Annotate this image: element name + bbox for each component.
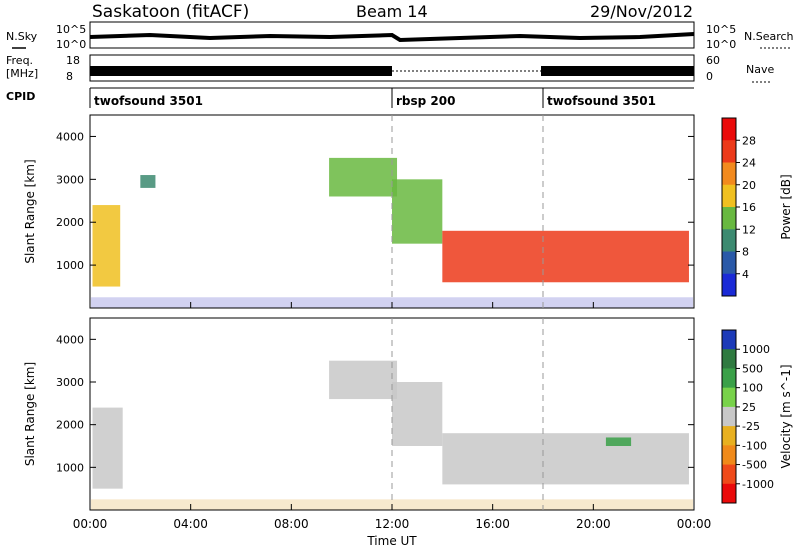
colorbar-swatch	[722, 229, 736, 252]
colorbar-tick-label: -1000	[742, 478, 774, 491]
x-tick-label: 00:00	[73, 517, 108, 531]
nsky-label: N.Sky	[6, 30, 38, 43]
freq-unit-label: [MHz]	[6, 67, 38, 80]
x-axis-label: Time UT	[366, 534, 417, 548]
colorbar-swatch	[722, 207, 736, 230]
scatter-feature	[92, 205, 121, 287]
velocity-panel: 1000 2000 3000 4000 Slant Range [km]	[23, 317, 695, 511]
nave-label: Nave	[746, 63, 774, 76]
colorbar-swatch	[722, 406, 736, 427]
scatter-feature	[92, 407, 123, 489]
nsky-tick-top: 10^5	[56, 23, 86, 36]
colorbar-swatch	[722, 330, 736, 350]
y-axis-label: Slant Range [km]	[23, 159, 37, 263]
nsky-trace	[89, 32, 695, 43]
colorbar-label: Power [dB]	[779, 174, 793, 239]
x-tick-label: 08:00	[274, 517, 309, 531]
power-colorbar: 4 8 12 16 20 24 28 Power [dB]	[721, 117, 793, 297]
nsearch-label: N.Search	[744, 30, 794, 43]
colorbar-tick-label: 28	[742, 134, 756, 147]
colorbar-swatch	[722, 118, 736, 141]
colorbar-tick-label: -100	[742, 439, 767, 452]
scatter-feature	[605, 437, 632, 446]
scatter-feature	[442, 433, 689, 485]
colorbar-tick-label: 100	[742, 382, 763, 395]
colorbar-swatch	[722, 368, 736, 389]
nave-tick-top: 60	[706, 54, 720, 67]
colorbar-tick-label: 12	[742, 223, 756, 236]
freq-tick-bottom: 8	[66, 70, 73, 83]
y-tick-label: 3000	[56, 173, 84, 186]
colorbar-tick-label: 4	[742, 268, 749, 281]
scatter-feature	[329, 360, 398, 400]
y-tick-label: 2000	[56, 216, 84, 229]
colorbar-swatch	[722, 387, 736, 408]
y-tick-label: 1000	[56, 259, 84, 272]
y-axis-label: Slant Range [km]	[23, 362, 37, 466]
x-tick-label: 04:00	[173, 517, 208, 531]
colorbar-frame	[721, 329, 737, 504]
colorbar-label: Velocity [m s^-1]	[779, 364, 793, 468]
colorbar-tick-label: 500	[742, 362, 763, 375]
colorbar-tick-label: 8	[742, 246, 749, 259]
colorbar-swatch	[722, 273, 736, 297]
nsearch-tick-bottom: 10^0	[706, 38, 736, 51]
freq-trace-twofsound-1	[90, 66, 392, 76]
cpid-mode-label: twofsound 3501	[547, 94, 656, 108]
station-title: Saskatoon (fitACF)	[92, 2, 249, 22]
colorbar-tick-label: 25	[742, 401, 756, 414]
nave-tick-bottom: 0	[706, 70, 713, 83]
time-axis: 00:00 04:00 08:00 12:00 16:00 20:00 00:00 Time …	[73, 517, 712, 548]
freq-tick-top: 18	[66, 54, 80, 67]
colorbar-swatch	[722, 483, 736, 504]
x-tick-label: 00:00	[677, 517, 712, 531]
cpid-mode-group: twofsound 3501 rbsp 200 twofsound 3501	[89, 88, 656, 108]
scatter-feature	[392, 179, 443, 244]
y-tick-label: 2000	[56, 419, 84, 432]
y-tick-label: 4000	[56, 333, 84, 346]
cpid-mode-label: rbsp 200	[396, 94, 455, 108]
colorbar-swatch	[722, 140, 736, 163]
scatter-feature	[392, 382, 443, 446]
colorbar-swatch	[722, 251, 736, 275]
y-tick-label: 4000	[56, 130, 84, 143]
freq-trace-twofsound-2	[541, 66, 694, 76]
colorbar-swatch	[722, 426, 736, 446]
nsearch-tick-top: 10^5	[706, 23, 736, 36]
colorbar-swatch	[722, 464, 736, 485]
scatter-feature	[329, 157, 398, 197]
colorbar-tick-label: 20	[742, 179, 756, 192]
y-tick-label: 3000	[56, 376, 84, 389]
x-tick-label: 16:00	[475, 517, 510, 531]
colorbar-tick-label: 16	[742, 201, 756, 214]
colorbar-swatch	[722, 445, 736, 466]
colorbar-tick-label: -25	[742, 420, 760, 433]
x-tick-label: 12:00	[375, 517, 410, 531]
colorbar-swatch	[722, 184, 736, 208]
date-title: 29/Nov/2012	[590, 2, 693, 21]
nsky-tick-bottom: 10^0	[56, 38, 86, 51]
power-panel: 1000 2000 3000 4000 Slant Range [km]	[23, 114, 695, 309]
colorbar-tick-label: -500	[742, 459, 767, 472]
x-tick-label: 20:00	[576, 517, 611, 531]
beam-title: Beam 14	[356, 2, 428, 21]
y-tick-label: 1000	[56, 461, 84, 474]
scatter-feature	[140, 175, 156, 188]
scatter-feature	[442, 230, 689, 283]
colorbar-tick-label: 24	[742, 157, 756, 170]
cpid-mode-label: twofsound 3501	[94, 94, 203, 108]
freq-label: Freq.	[6, 54, 33, 67]
cpid-label: CPID	[6, 90, 35, 103]
colorbar-tick-label: 1000	[742, 343, 770, 356]
colorbar-swatch	[722, 162, 736, 186]
velocity-colorbar: 1000 500 100 25 -25 -100 -500 -1000 Velocity [m …	[721, 329, 793, 504]
colorbar-swatch	[722, 349, 736, 369]
